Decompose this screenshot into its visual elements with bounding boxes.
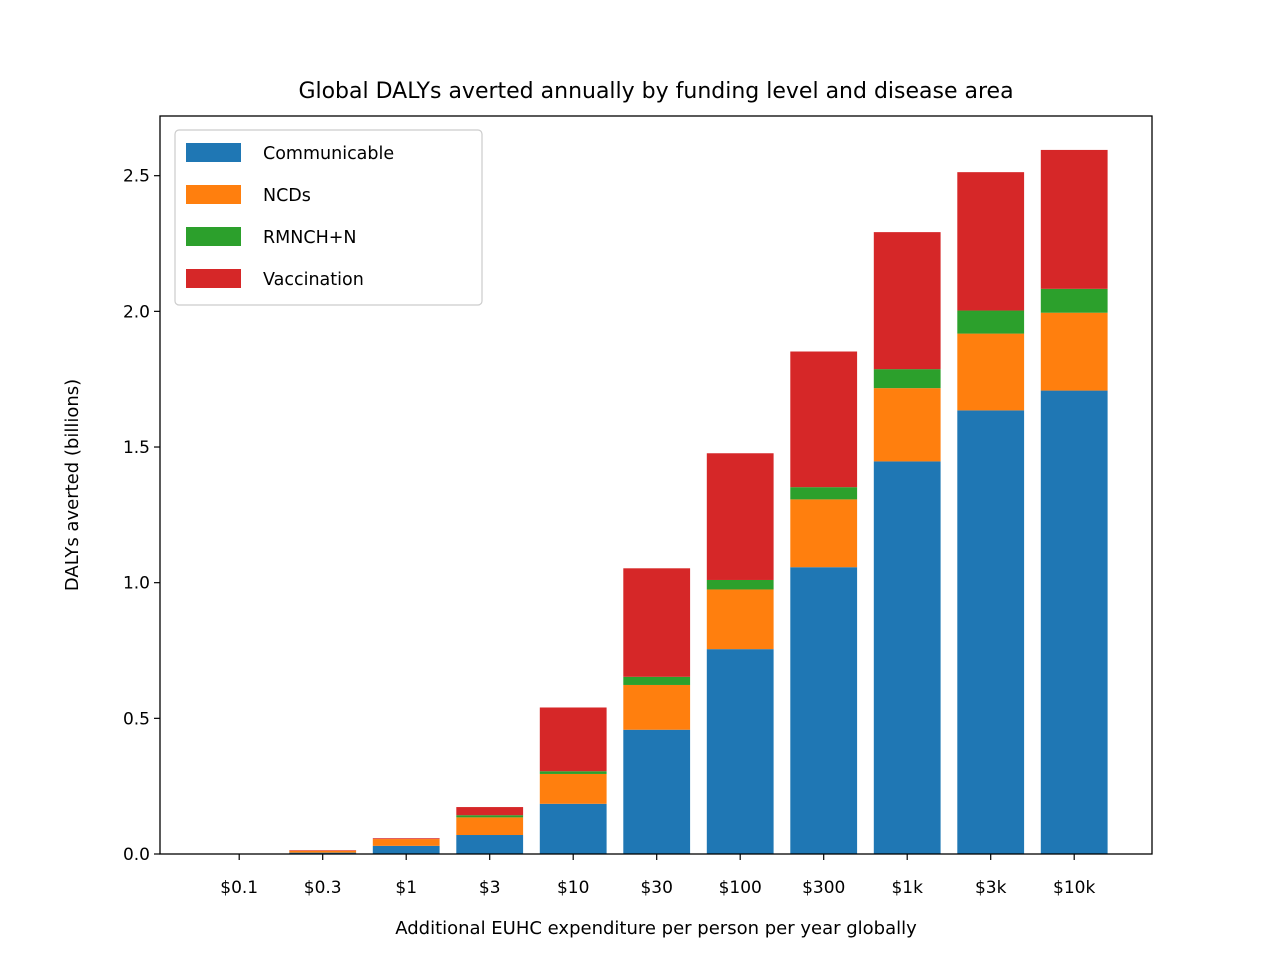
bar-ncds-2	[372, 839, 440, 846]
bar-communicable-7	[790, 567, 858, 854]
y-tick-label: 0.5	[123, 709, 150, 729]
bar-vaccination-8	[873, 232, 941, 370]
x-tick-label: $300	[802, 878, 845, 898]
y-tick-label: 2.5	[123, 167, 150, 187]
bar-rmnch-n-8	[873, 369, 941, 389]
bar-rmnch-n-10	[1040, 288, 1108, 313]
bar-vaccination-2	[372, 838, 440, 840]
bar-vaccination-4	[539, 707, 607, 772]
bar-communicable-5	[623, 729, 691, 854]
bar-rmnch-n-6	[706, 579, 774, 590]
legend-label-vaccination: Vaccination	[263, 270, 364, 290]
x-tick-label: $10	[557, 878, 589, 898]
bar-communicable-9	[957, 410, 1025, 854]
bar-vaccination-6	[706, 453, 774, 580]
bar-communicable-6	[706, 649, 774, 854]
x-tick-label: $1k	[891, 878, 923, 898]
x-tick-label: $10k	[1053, 878, 1095, 898]
x-tick-label: $3	[479, 878, 501, 898]
plot-frame	[159, 115, 1153, 855]
x-axis: $0.1 $0.3 $1 $3 $10 $30 $100 $300 $1k $3k $10k	[220, 854, 1095, 898]
bar-vaccination-7	[790, 351, 858, 488]
bar-communicable-1	[289, 852, 357, 854]
chart-title: Global DALYs averted annually by funding…	[298, 79, 1013, 104]
legend-box	[174, 129, 483, 306]
bar-rmnch-n-4	[539, 771, 607, 774]
y-tick-label: 2.0	[123, 302, 150, 322]
y-axis-label: DALYs averted (billions)	[62, 379, 83, 591]
y-tick-label: 1.5	[123, 438, 150, 458]
y-axis: 0.0 0.5 1.0 1.5 2.0 2.5	[123, 167, 160, 865]
bar-ncds-10	[1040, 312, 1108, 391]
x-tick-label: $100	[719, 878, 762, 898]
bar-ncds-1	[289, 850, 357, 853]
y-tick-label: 0.0	[123, 845, 150, 865]
bar-rmnch-n-3	[456, 815, 524, 818]
bar-vaccination-3	[456, 807, 524, 816]
legend: Communicable NCDs RMNCH+N Vaccination	[174, 129, 483, 306]
bar-ncds-6	[706, 589, 774, 650]
bar-communicable-2	[372, 845, 440, 854]
legend-swatch-rmnch-n	[186, 227, 241, 246]
bar-vaccination-9	[957, 172, 1025, 311]
bar-communicable-4	[539, 803, 607, 854]
bar-communicable-3	[456, 835, 524, 854]
bars-layer	[289, 149, 1108, 854]
legend-label-ncds: NCDs	[263, 186, 311, 206]
x-tick-label: $3k	[975, 878, 1007, 898]
bar-communicable-10	[1040, 390, 1108, 854]
y-tick-label: 1.0	[123, 574, 150, 594]
x-tick-label: $1	[395, 878, 417, 898]
bar-ncds-5	[623, 684, 691, 730]
bar-ncds-7	[790, 499, 858, 568]
legend-swatch-vaccination	[186, 269, 241, 288]
legend-swatch-ncds	[186, 185, 241, 204]
legend-items: Communicable NCDs RMNCH+N Vaccination	[186, 143, 394, 290]
bar-vaccination-1	[289, 850, 357, 851]
x-tick-label: $0.1	[220, 878, 258, 898]
x-tick-label: $30	[640, 878, 672, 898]
legend-swatch-communicable	[186, 143, 241, 162]
bar-ncds-8	[873, 388, 941, 462]
bar-ncds-4	[539, 773, 607, 804]
legend-label-rmnch-n: RMNCH+N	[263, 228, 356, 248]
x-axis-label: Additional EUHC expenditure per person p…	[395, 918, 917, 939]
bar-ncds-9	[957, 333, 1025, 411]
legend-label-communicable: Communicable	[263, 144, 394, 164]
bar-vaccination-10	[1040, 149, 1108, 289]
bar-rmnch-n-5	[623, 676, 691, 685]
bar-rmnch-n-7	[790, 487, 858, 500]
bar-vaccination-5	[623, 568, 691, 677]
bar-ncds-3	[456, 817, 524, 836]
x-tick-label: $0.3	[304, 878, 342, 898]
bar-rmnch-n-9	[957, 310, 1025, 334]
bar-communicable-8	[873, 461, 941, 854]
